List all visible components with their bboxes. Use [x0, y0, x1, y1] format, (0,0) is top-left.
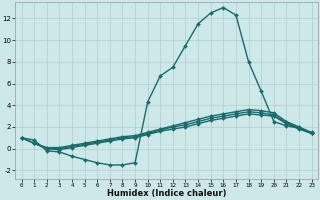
X-axis label: Humidex (Indice chaleur): Humidex (Indice chaleur) — [107, 189, 226, 198]
